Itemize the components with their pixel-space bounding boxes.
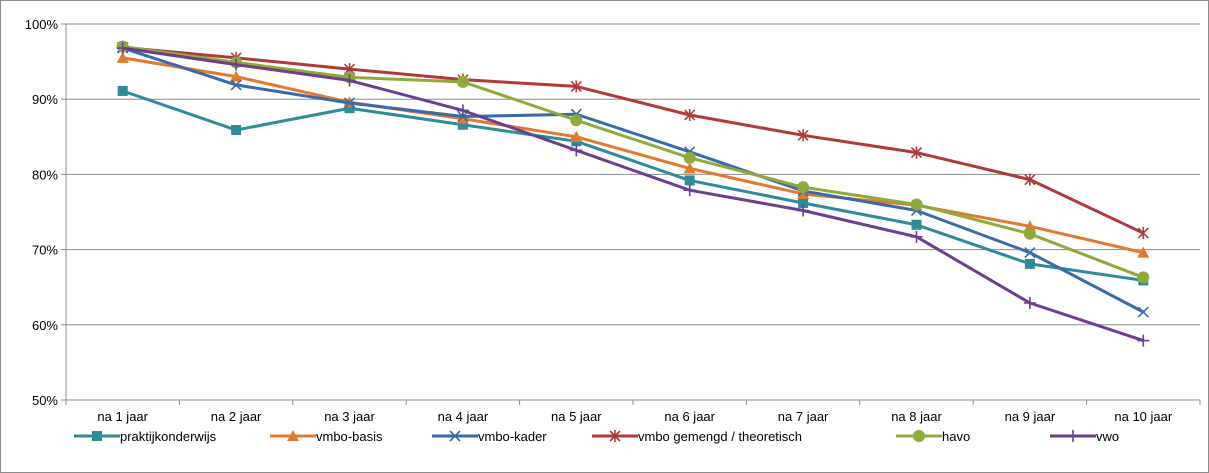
legend-label: vmbo gemengd / theoretisch [638,429,802,444]
legend-label: praktijkonderwijs [120,429,217,444]
data-point [570,144,583,157]
data-point [797,204,810,217]
data-point [230,79,242,91]
legend-label: vmbo-kader [478,429,547,444]
data-point [797,187,810,199]
legend-label: vwo [1096,429,1119,444]
data-point [1137,246,1150,258]
series-lines [116,40,1150,347]
data-point [117,85,128,96]
data-point [457,119,468,130]
data-point [1023,220,1036,232]
series-0 [117,85,1149,286]
legend-marker [92,431,102,441]
y-tick-label: 50% [32,393,58,408]
legend: praktijkonderwijs vmbo-basis vmbo-kader vmb… [74,429,1119,444]
series-line [122,56,1144,255]
data-point [683,184,696,197]
data-point [116,51,129,63]
x-tick-label: na 2 jaar [211,409,262,424]
x-tick-label: na 1 jaar [97,409,148,424]
data-point [456,104,469,117]
y-tick-labels: 50% 60% 70% 80% 90% 100% [25,17,59,408]
y-tick-label: 70% [32,243,58,258]
series-line [122,89,1144,282]
data-point [1137,334,1150,347]
data-point [230,70,243,82]
data-point [1137,306,1149,318]
data-point [1024,247,1036,259]
data-point [570,114,583,127]
data-point [343,97,356,109]
legend-item: praktijkonderwijs [74,429,217,444]
data-point [910,146,923,159]
data-point [683,151,696,164]
data-point [570,130,583,142]
series-line [122,46,1144,314]
legend-marker [287,430,299,441]
series-line [122,46,1144,343]
legend-marker [609,430,621,442]
data-point [116,42,129,55]
legend-item: vmbo-kader [432,429,547,444]
legend-marker [913,430,925,442]
x-tick-label: na 9 jaar [1005,409,1056,424]
x-tick-label: na 7 jaar [778,409,829,424]
data-point [684,175,695,186]
x-tick-labels: na 1 jaar na 2 jaar na 3 jaar na 4 jaar na 5… [97,409,1172,424]
data-point [1137,227,1149,240]
series-5 [116,42,1150,347]
data-point [1024,258,1035,269]
data-point [456,75,469,88]
legend-item: vmbo-basis [270,429,383,444]
data-point [1023,296,1036,309]
x-tick-label: na 5 jaar [551,409,602,424]
x-tick-label: na 3 jaar [324,409,375,424]
legend-item: vwo [1050,429,1119,444]
y-tick-label: 100% [25,17,59,32]
series-4 [116,40,1150,284]
y-tick-label: 80% [32,167,58,182]
series-line [122,45,1144,279]
data-point [798,197,809,208]
axes [61,23,1201,405]
data-point [910,198,923,211]
data-point [456,112,469,124]
y-tick-label: 90% [32,92,58,107]
data-point [684,108,696,121]
legend-label: vmbo-basis [316,429,383,444]
legend-label: havo [942,429,970,444]
data-point [797,181,810,194]
data-point [911,219,922,230]
legend-item: havo [896,429,970,444]
gridlines [66,23,1200,326]
data-point [1024,173,1036,186]
data-point [570,80,582,93]
x-tick-label: na 6 jaar [664,409,715,424]
x-tick-label: na 10 jaar [1114,409,1172,424]
data-point [230,58,243,71]
y-tick-label: 60% [32,318,58,333]
legend-item: vmbo gemengd / theoretisch [592,429,802,444]
data-point [683,162,696,174]
data-point [1137,271,1150,284]
data-point [797,129,809,142]
legend-marker [449,430,461,442]
x-tick-label: na 4 jaar [438,409,489,424]
data-point [343,74,356,87]
data-point [910,230,923,243]
data-point [344,103,355,114]
data-point [1023,227,1036,240]
legend-marker [1067,430,1079,442]
x-tick-label: na 8 jaar [891,409,942,424]
series-1 [116,51,1150,258]
series-line [122,45,1144,235]
data-point [231,125,242,136]
